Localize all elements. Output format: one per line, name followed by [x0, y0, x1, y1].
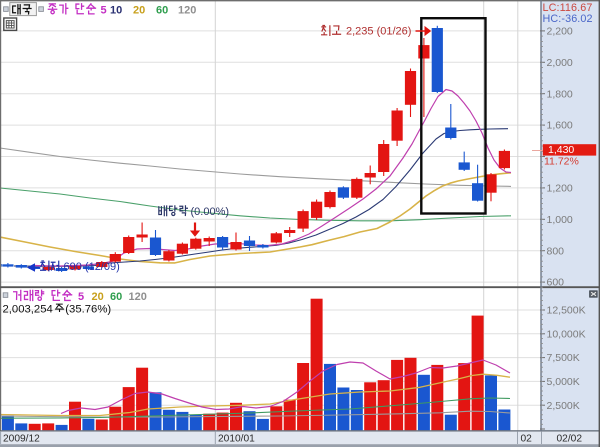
svg-text:1,800: 1,800	[547, 88, 573, 100]
svg-text:690 (12/09): 690 (12/09)	[64, 261, 120, 273]
svg-text:02: 02	[521, 433, 533, 444]
svg-text:20: 20	[133, 4, 145, 16]
svg-text:(35.76%): (35.76%)	[65, 304, 111, 316]
svg-text:1,600: 1,600	[547, 120, 573, 132]
svg-text:11.72%: 11.72%	[544, 156, 579, 168]
svg-text:800: 800	[547, 245, 565, 257]
svg-text:2,500K: 2,500K	[547, 400, 580, 412]
svg-text:10,000K: 10,000K	[547, 328, 586, 340]
svg-text:5,000K: 5,000K	[547, 376, 580, 388]
svg-text:120: 120	[178, 4, 196, 16]
svg-text:600: 600	[547, 277, 565, 289]
svg-text:(0.00%): (0.00%)	[191, 206, 230, 218]
svg-text:1,200: 1,200	[547, 183, 573, 195]
svg-text:60: 60	[110, 291, 122, 303]
svg-text:7,500K: 7,500K	[547, 352, 580, 364]
svg-text:2010/01: 2010/01	[218, 433, 255, 444]
svg-text:2009/12: 2009/12	[3, 433, 40, 444]
svg-text:5: 5	[101, 4, 107, 16]
svg-text:1,430: 1,430	[548, 144, 574, 156]
svg-text:2,235 (01/26): 2,235 (01/26)	[346, 25, 411, 37]
svg-text:1,000: 1,000	[547, 214, 573, 226]
svg-text:HC:-36.02: HC:-36.02	[543, 13, 593, 25]
svg-text:2,200: 2,200	[547, 26, 573, 38]
svg-text:2,000: 2,000	[547, 57, 573, 69]
svg-text:12,500K: 12,500K	[547, 305, 586, 317]
svg-text:120: 120	[129, 291, 147, 303]
svg-text:2,003,254: 2,003,254	[3, 304, 53, 316]
svg-text:10: 10	[110, 4, 122, 16]
svg-text:LC:116.67: LC:116.67	[543, 2, 593, 14]
svg-text:5: 5	[78, 291, 84, 303]
svg-text:02/02: 02/02	[557, 433, 583, 444]
svg-text:60: 60	[156, 4, 168, 16]
svg-text:20: 20	[92, 291, 104, 303]
